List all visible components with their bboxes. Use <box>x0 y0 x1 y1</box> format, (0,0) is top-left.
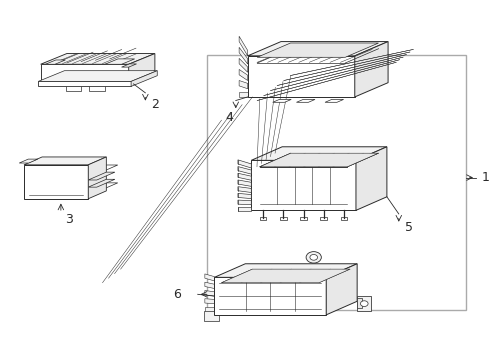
Bar <box>280 217 287 220</box>
Polygon shape <box>24 157 106 165</box>
Polygon shape <box>88 172 115 180</box>
Bar <box>207 55 466 310</box>
Polygon shape <box>357 297 371 311</box>
Polygon shape <box>355 41 388 97</box>
Circle shape <box>310 255 318 260</box>
Polygon shape <box>239 69 247 81</box>
Text: 6: 6 <box>173 288 181 301</box>
Polygon shape <box>205 274 214 281</box>
Polygon shape <box>238 193 251 199</box>
Polygon shape <box>205 282 214 288</box>
Polygon shape <box>251 147 387 160</box>
Polygon shape <box>257 43 379 57</box>
Polygon shape <box>247 41 388 56</box>
Polygon shape <box>357 298 362 308</box>
Polygon shape <box>105 59 135 64</box>
Polygon shape <box>122 64 137 67</box>
Polygon shape <box>239 58 247 72</box>
Polygon shape <box>205 299 214 304</box>
Polygon shape <box>88 183 118 191</box>
Polygon shape <box>214 277 326 315</box>
Circle shape <box>361 301 368 306</box>
Polygon shape <box>38 81 131 86</box>
Polygon shape <box>88 157 106 199</box>
Polygon shape <box>272 99 291 102</box>
Polygon shape <box>239 81 247 89</box>
Polygon shape <box>247 56 355 97</box>
Polygon shape <box>238 167 251 174</box>
Polygon shape <box>19 159 38 163</box>
Polygon shape <box>221 269 350 283</box>
Polygon shape <box>24 165 88 199</box>
Text: 1: 1 <box>482 171 490 184</box>
Polygon shape <box>239 47 247 64</box>
Bar <box>260 217 267 220</box>
Polygon shape <box>356 147 387 210</box>
Polygon shape <box>41 64 129 81</box>
Bar <box>341 217 347 220</box>
Polygon shape <box>90 86 105 91</box>
Polygon shape <box>66 86 81 91</box>
Polygon shape <box>205 291 214 296</box>
Bar <box>320 217 327 220</box>
Polygon shape <box>46 60 65 64</box>
Polygon shape <box>326 264 357 315</box>
Polygon shape <box>239 36 247 56</box>
Polygon shape <box>296 99 315 102</box>
Polygon shape <box>41 54 155 64</box>
Polygon shape <box>238 187 251 193</box>
Polygon shape <box>238 180 251 186</box>
Text: 2: 2 <box>151 98 159 111</box>
Text: 5: 5 <box>405 221 413 234</box>
Polygon shape <box>260 153 378 167</box>
Polygon shape <box>88 165 118 173</box>
Polygon shape <box>129 54 155 81</box>
Polygon shape <box>239 91 247 97</box>
Text: 3: 3 <box>65 213 73 226</box>
Polygon shape <box>38 71 157 81</box>
Polygon shape <box>251 160 356 210</box>
Polygon shape <box>325 99 343 102</box>
Polygon shape <box>205 307 214 311</box>
Polygon shape <box>238 207 251 211</box>
Polygon shape <box>88 179 115 187</box>
Polygon shape <box>238 200 251 205</box>
Polygon shape <box>214 264 357 277</box>
Text: 4: 4 <box>225 111 233 124</box>
Polygon shape <box>204 311 219 321</box>
Bar <box>300 217 307 220</box>
Polygon shape <box>131 71 157 86</box>
Polygon shape <box>238 173 251 180</box>
Polygon shape <box>238 160 251 168</box>
Circle shape <box>306 252 321 263</box>
